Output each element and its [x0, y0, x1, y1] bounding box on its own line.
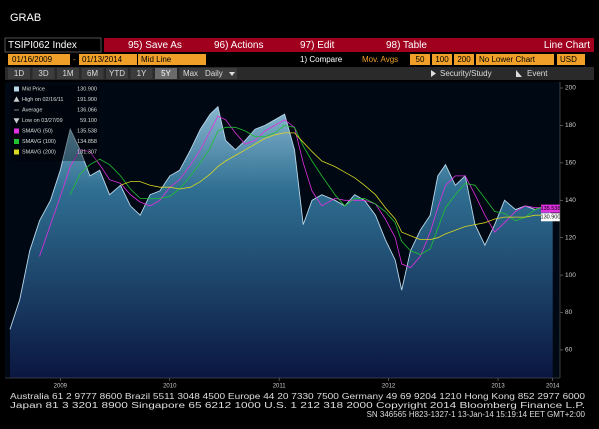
legend-value: 131.307 — [77, 149, 97, 155]
date-separator: - — [73, 55, 76, 64]
legend-value: 191.900 — [77, 97, 97, 103]
legend-icon — [13, 96, 20, 102]
currency: USD — [560, 55, 577, 64]
period-button[interactable] — [8, 68, 30, 79]
frequency-box[interactable] — [201, 68, 237, 79]
period-button[interactable] — [179, 68, 202, 79]
start-date: 01/16/2009 — [12, 55, 53, 64]
legend-swatch — [14, 128, 19, 134]
period: 1Y — [137, 69, 147, 78]
legend-name: Mid Price — [22, 86, 45, 92]
price-tag — [541, 213, 560, 222]
price-tag-label: 135.538 — [541, 206, 561, 212]
end-date-box[interactable] — [79, 54, 137, 65]
legend-name: Low on 03/27/09 — [22, 118, 63, 124]
price-tag-label: 130.900 — [541, 215, 561, 221]
moving-average-line — [69, 124, 553, 255]
period: YTD — [109, 69, 125, 78]
x-tick-label: 2012 — [382, 384, 396, 390]
action-button[interactable]: 98) Table — [386, 40, 427, 51]
x-tick-label: 2013 — [491, 384, 505, 390]
mov-avg-box[interactable] — [454, 54, 474, 65]
period: 1D — [14, 69, 24, 78]
period: 5Y — [161, 69, 171, 78]
action-bar — [104, 38, 594, 52]
footer-line: Australia 61 2 9777 8600 Brazil 5511 304… — [10, 392, 586, 401]
study[interactable]: Security/Study — [440, 69, 492, 78]
legend-swatch — [14, 86, 19, 92]
legend-box — [11, 85, 99, 161]
line-type-box[interactable] — [138, 54, 206, 65]
period: 1M — [62, 69, 73, 78]
mov-avgs-label: Mov. Avgs — [362, 55, 398, 64]
footer-line: SN 346565 H823-1327-1 13-Jan-14 15:19:14… — [367, 410, 586, 419]
view-type[interactable]: Line Chart — [544, 40, 590, 51]
lower-chart-box[interactable] — [476, 54, 554, 65]
end-date: 01/13/2014 — [82, 55, 123, 64]
legend-value: 136.066 — [77, 107, 97, 113]
mov-avg-box[interactable] — [432, 54, 452, 65]
y-tick-label: 160 — [565, 160, 576, 167]
x-tick-label: 2014 — [546, 384, 560, 390]
period-button[interactable] — [81, 68, 104, 79]
period: 3D — [38, 69, 48, 78]
security: TSIPI062 Index — [8, 40, 77, 51]
window-title: GRAB — [10, 12, 41, 24]
legend-name: SMAVG (200) — [22, 149, 56, 155]
dropdown-arrow — [229, 72, 235, 76]
currency-box[interactable] — [557, 54, 585, 65]
legend-name: SMAVG (100) — [22, 139, 56, 145]
x-tick-label: 2009 — [54, 384, 68, 390]
period-button[interactable] — [106, 68, 128, 79]
security-box[interactable] — [4, 37, 102, 53]
start-date-box[interactable] — [8, 54, 70, 65]
period-button[interactable] — [32, 68, 55, 79]
y-tick-label: 180 — [565, 122, 576, 129]
legend-name: High on 02/16/11 — [22, 97, 64, 103]
period-button[interactable] — [57, 68, 79, 79]
frequency: Daily — [205, 69, 223, 78]
legend-swatch — [14, 139, 19, 144]
y-tick-label: 120 — [565, 234, 576, 241]
action-button[interactable]: 95) Save As — [128, 40, 182, 51]
y-tick-label: 60 — [565, 347, 573, 354]
mov-avg: 100 — [435, 55, 449, 64]
y-tick-label: 200 — [565, 85, 576, 92]
footer-line: Japan 81 3 3201 8900 Singapore 65 6212 1… — [10, 401, 585, 410]
event-icon — [516, 70, 522, 77]
moving-average-line — [120, 132, 553, 240]
legend-value: 135.538 — [77, 128, 97, 134]
price-area — [10, 106, 553, 378]
lower-chart: No Lower Chart — [479, 55, 536, 64]
moving-average-line — [39, 115, 553, 269]
mov-avg: 200 — [457, 55, 471, 64]
legend-value: 134.858 — [77, 139, 97, 145]
period: 6M — [87, 69, 98, 78]
legend-name: SMAVG (50) — [22, 128, 53, 134]
line-type: Mid Line — [141, 55, 172, 64]
legend-icon — [13, 118, 20, 124]
period-button[interactable] — [155, 68, 177, 79]
action-button[interactable]: 96) Actions — [214, 40, 263, 51]
price-tag — [541, 204, 560, 213]
y-tick-label: 100 — [565, 272, 576, 279]
legend-name: Average — [22, 107, 42, 113]
study-icon — [431, 70, 436, 77]
period: Max — [183, 69, 198, 78]
period-button[interactable] — [130, 68, 153, 79]
compare[interactable]: 1) Compare — [300, 55, 343, 64]
legend-value: 59.100 — [80, 118, 97, 124]
event[interactable]: Event — [527, 69, 548, 78]
x-tick-label: 2011 — [273, 384, 287, 390]
price-line — [9, 105, 554, 330]
mov-avg-box[interactable] — [410, 54, 430, 65]
y-tick-label: 80 — [565, 309, 573, 316]
legend-swatch — [14, 149, 19, 155]
action-button[interactable]: 97) Edit — [300, 40, 335, 51]
y-tick-label: 140 — [565, 197, 576, 204]
legend-value: 130.900 — [77, 86, 97, 92]
mov-avg: 50 — [416, 55, 425, 64]
x-tick-label: 2010 — [163, 384, 177, 390]
